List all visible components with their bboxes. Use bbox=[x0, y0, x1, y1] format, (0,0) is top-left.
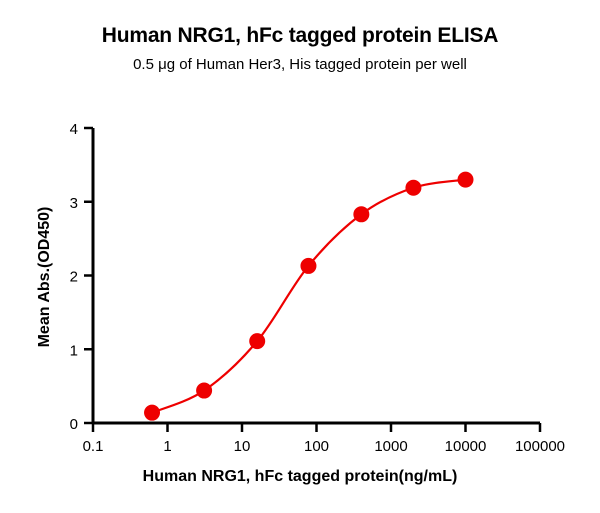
x-axis-title: Human NRG1, hFc tagged protein(ng/mL) bbox=[142, 468, 458, 485]
svg-text:1: 1 bbox=[70, 342, 78, 359]
axis-spines bbox=[91, 128, 540, 425]
data-point bbox=[405, 179, 422, 196]
page-title: Human NRG1, hFc tagged protein ELISA bbox=[101, 24, 499, 47]
svg-text:10: 10 bbox=[234, 438, 251, 455]
svg-text:0: 0 bbox=[70, 416, 78, 433]
data-point bbox=[144, 404, 161, 421]
svg-text:0.1: 0.1 bbox=[83, 438, 104, 455]
svg-text:1: 1 bbox=[163, 438, 171, 455]
data-point-markers bbox=[144, 171, 474, 421]
svg-text:3: 3 bbox=[70, 195, 78, 212]
svg-text:4: 4 bbox=[70, 121, 78, 138]
data-point bbox=[249, 333, 266, 350]
svg-text:1000: 1000 bbox=[374, 438, 407, 455]
svg-text:2: 2 bbox=[70, 269, 78, 286]
svg-text:10000: 10000 bbox=[445, 438, 487, 455]
svg-text:100: 100 bbox=[304, 438, 329, 455]
data-point bbox=[457, 171, 474, 188]
x-axis-tick-labels: 0.1 1 10 100 1000 10000 100000 bbox=[83, 438, 565, 455]
data-curve bbox=[150, 178, 467, 414]
data-point bbox=[300, 257, 317, 274]
chart-subtitle: 0.5 μg of Human Her3, His tagged protein… bbox=[133, 56, 467, 73]
y-axis-tick-labels: 0 1 2 3 4 bbox=[70, 121, 78, 433]
svg-text:100000: 100000 bbox=[515, 438, 565, 455]
data-point bbox=[196, 382, 213, 399]
y-axis-title: Mean Abs.(OD450) bbox=[36, 206, 53, 348]
data-point bbox=[353, 206, 370, 223]
